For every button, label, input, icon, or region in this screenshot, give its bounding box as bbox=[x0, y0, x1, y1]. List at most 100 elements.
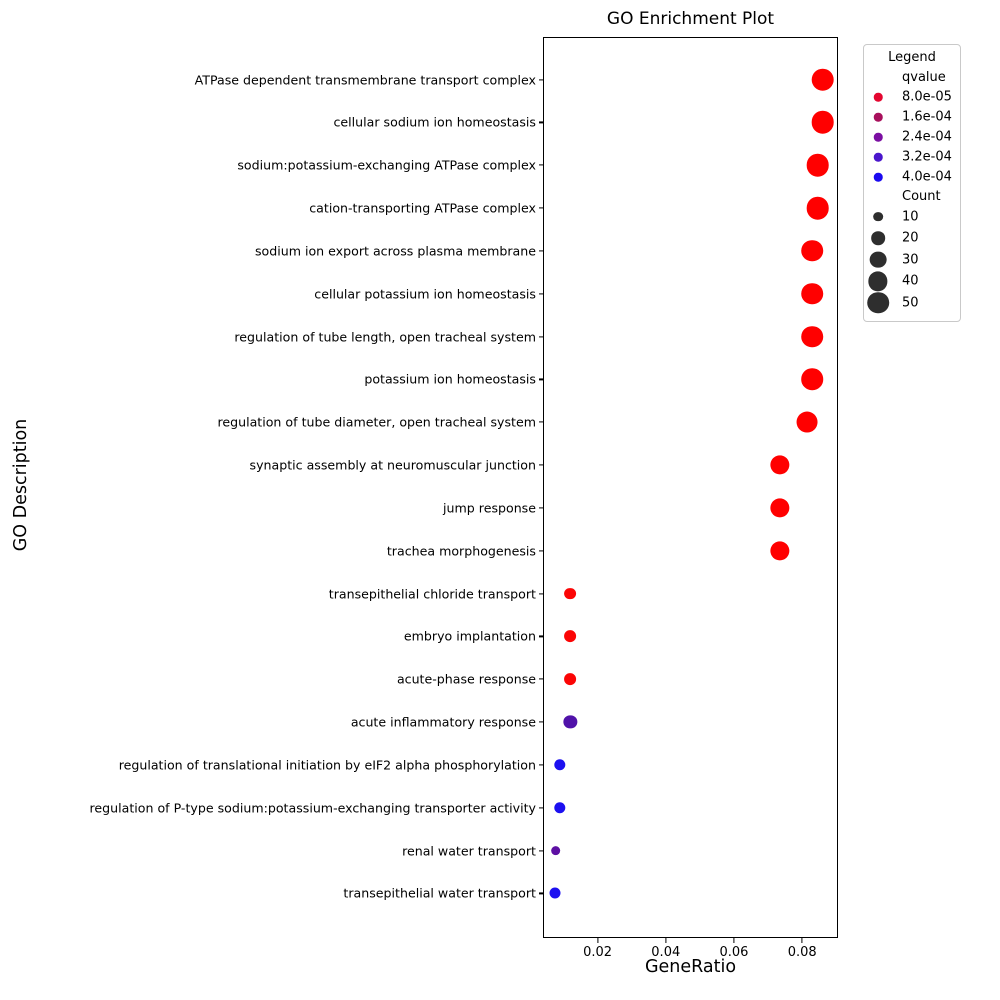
legend-size-swatch bbox=[868, 271, 888, 291]
data-point bbox=[554, 759, 566, 771]
y-category-label: transepithelial water transport bbox=[343, 885, 536, 901]
y-category-label: ATPase dependent transmembrane transport… bbox=[194, 72, 536, 88]
y-category-label: regulation of P-type sodium:potassium-ex… bbox=[89, 800, 536, 816]
y-tick bbox=[539, 892, 543, 894]
x-tick-label: 0.04 bbox=[651, 945, 681, 960]
data-point bbox=[801, 282, 824, 305]
y-tick bbox=[539, 807, 543, 809]
legend-qvalue-entry: 2.4e-04 bbox=[864, 127, 960, 147]
y-category-label: cellular sodium ion homeostasis bbox=[333, 114, 537, 130]
x-tick-label: 0.02 bbox=[583, 945, 613, 960]
y-category-label: cation-transporting ATPase complex bbox=[309, 200, 536, 216]
data-point bbox=[564, 587, 577, 600]
legend-color-swatch bbox=[873, 112, 883, 122]
y-tick bbox=[539, 79, 543, 81]
data-point bbox=[806, 153, 829, 177]
y-category-label: sodium ion export across plasma membrane bbox=[254, 243, 536, 259]
data-point bbox=[796, 411, 818, 433]
legend: Legend qvalue 8.0e-05 1.6e-04 2.4e-04 3.2e-… bbox=[863, 44, 961, 322]
y-category-label: acute-phase response bbox=[396, 671, 536, 687]
y-category-label: acute inflammatory response bbox=[350, 714, 536, 730]
legend-qvalue-entry: 4.0e-04 bbox=[864, 167, 960, 187]
legend-qvalue-rows: 8.0e-05 1.6e-04 2.4e-04 3.2e-04 4.0e-04 bbox=[864, 87, 960, 187]
y-tick bbox=[539, 764, 543, 766]
chart-title: GO Enrichment Plot bbox=[606, 9, 775, 29]
data-point bbox=[811, 68, 834, 91]
data-point bbox=[549, 887, 561, 899]
legend-count-entry: 30 bbox=[864, 249, 960, 271]
legend-count-entry: 50 bbox=[864, 291, 960, 314]
y-tick bbox=[539, 121, 543, 124]
y-category-label: regulation of translational initiation b… bbox=[118, 757, 536, 773]
y-category-label: trachea morphogenesis bbox=[386, 543, 536, 559]
data-point bbox=[801, 368, 824, 391]
legend-title: Legend bbox=[888, 50, 936, 65]
legend-color-swatch bbox=[873, 172, 883, 182]
data-point bbox=[564, 630, 577, 643]
data-point bbox=[554, 801, 566, 814]
data-point bbox=[801, 325, 824, 348]
y-category-label: cellular potassium ion homeostasis bbox=[314, 286, 536, 302]
y-tick bbox=[539, 164, 543, 166]
y-tick bbox=[539, 635, 543, 637]
x-tick bbox=[733, 938, 735, 943]
y-category-label: embryo implantation bbox=[403, 628, 536, 644]
legend-count-title: Count bbox=[902, 189, 941, 204]
y-axis-label: GO Description bbox=[11, 418, 31, 552]
y-tick bbox=[539, 550, 543, 552]
data-point bbox=[564, 673, 577, 686]
y-category-label: regulation of tube diameter, open trache… bbox=[217, 414, 536, 430]
legend-entry-label: 8.0e-05 bbox=[902, 89, 952, 105]
legend-entry-label: 20 bbox=[902, 230, 919, 246]
y-tick bbox=[539, 678, 543, 680]
x-tick bbox=[801, 938, 803, 943]
y-category-label: regulation of tube length, open tracheal… bbox=[234, 329, 536, 345]
legend-entry-label: 10 bbox=[902, 209, 919, 225]
y-tick bbox=[539, 293, 543, 295]
y-category-label: transepithelial chloride transport bbox=[328, 586, 536, 602]
legend-count-rows: 10 20 30 40 50 bbox=[864, 206, 960, 314]
x-tick bbox=[665, 938, 667, 943]
legend-qvalue-title: qvalue bbox=[902, 70, 946, 85]
y-tick bbox=[539, 849, 543, 852]
data-point bbox=[770, 455, 790, 475]
y-tick bbox=[539, 250, 543, 252]
legend-size-swatch bbox=[873, 211, 883, 222]
data-point bbox=[563, 715, 577, 729]
x-tick-label: 0.08 bbox=[787, 945, 817, 960]
data-point bbox=[801, 240, 824, 262]
legend-color-swatch bbox=[873, 92, 883, 102]
data-point bbox=[811, 111, 834, 134]
legend-color-swatch bbox=[873, 152, 883, 162]
x-tick-label: 0.06 bbox=[719, 945, 749, 960]
y-tick bbox=[539, 592, 543, 595]
legend-count-entry: 40 bbox=[864, 271, 960, 293]
legend-qvalue-entry: 8.0e-05 bbox=[864, 87, 960, 107]
legend-count-entry: 10 bbox=[864, 206, 960, 228]
legend-entry-label: 1.6e-04 bbox=[902, 109, 952, 125]
legend-size-swatch bbox=[869, 251, 887, 269]
x-axis-label: GeneRatio bbox=[644, 957, 737, 977]
legend-entry-label: 40 bbox=[902, 273, 919, 289]
y-tick bbox=[539, 507, 543, 509]
legend-entry-label: 2.4e-04 bbox=[902, 129, 952, 145]
legend-size-swatch bbox=[867, 291, 889, 314]
data-point bbox=[770, 541, 790, 561]
legend-qvalue-entry: 3.2e-04 bbox=[864, 147, 960, 167]
legend-size-swatch bbox=[871, 231, 885, 246]
legend-entry-label: 4.0e-04 bbox=[902, 169, 952, 185]
x-tick bbox=[596, 938, 599, 943]
legend-entry-label: 30 bbox=[902, 252, 919, 268]
legend-count-entry: 20 bbox=[864, 228, 960, 250]
legend-entry-label: 3.2e-04 bbox=[902, 149, 952, 165]
y-category-label: potassium ion homeostasis bbox=[364, 371, 536, 387]
y-tick bbox=[539, 421, 543, 423]
y-category-label: synaptic assembly at neuromuscular junct… bbox=[249, 457, 536, 473]
data-point bbox=[806, 196, 829, 220]
y-tick bbox=[539, 378, 543, 380]
y-category-label: sodium:potassium-exchanging ATPase compl… bbox=[237, 157, 536, 173]
y-category-label: renal water transport bbox=[402, 843, 536, 858]
legend-color-swatch bbox=[873, 132, 883, 142]
data-point bbox=[550, 845, 561, 856]
